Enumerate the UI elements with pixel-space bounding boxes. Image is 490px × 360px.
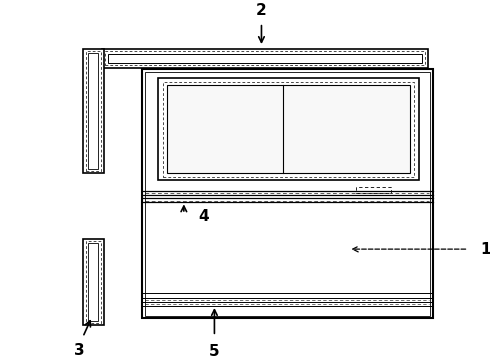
Bar — [108, 54, 422, 63]
Text: 4: 4 — [198, 209, 209, 224]
Bar — [101, 49, 428, 68]
Bar — [86, 51, 101, 171]
Bar — [168, 85, 410, 173]
Bar — [145, 72, 430, 316]
Bar — [356, 187, 391, 193]
Bar — [88, 53, 98, 169]
Bar — [142, 69, 433, 318]
Bar — [83, 239, 104, 325]
Bar — [163, 81, 415, 176]
Bar — [105, 51, 425, 65]
Bar — [88, 243, 98, 321]
Bar — [86, 241, 101, 323]
Bar — [158, 78, 419, 180]
Text: 1: 1 — [480, 242, 490, 257]
Text: 5: 5 — [209, 344, 220, 359]
Bar — [83, 49, 104, 173]
Text: 3: 3 — [74, 343, 85, 358]
Text: 2: 2 — [256, 3, 267, 18]
